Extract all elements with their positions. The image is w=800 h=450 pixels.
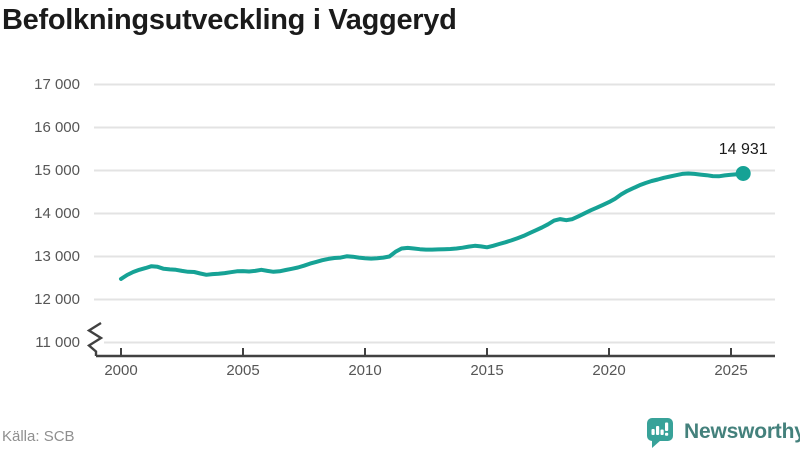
newsworthy-wordmark: Newsworthy [684,420,800,443]
y-tick-label: 16 000 [34,118,80,136]
y-tick-label: 14 000 [34,204,80,222]
x-tick-label: 2000 [104,362,138,379]
y-tick-label: 17 000 [34,75,80,93]
last-value-label: 14 931 [718,141,768,158]
x-axis [96,348,775,358]
x-tick-label: 2020 [592,362,626,379]
x-tick-label: 2015 [470,362,504,379]
x-tick-label: 2025 [714,362,748,379]
gridlines [94,83,775,344]
chart-title: Befolkningsutveckling i Vaggeryd [2,4,457,36]
population-line [119,171,746,281]
y-tick-label: 15 000 [34,161,80,179]
y-tick-label: 11 000 [35,333,80,351]
last-value-dot [735,165,751,181]
x-tick-label: 2010 [348,362,382,379]
y-tick-label: 12 000 [34,290,80,308]
source-note: Källa: SCB [2,428,75,445]
newsworthy-speech-bubble-chart-icon [645,416,675,449]
newsworthy-logo[interactable]: Newsworthy [645,414,800,450]
y-axis-break-icon [86,321,104,356]
x-tick-label: 2005 [226,362,260,379]
y-tick-label: 13 000 [34,247,80,265]
